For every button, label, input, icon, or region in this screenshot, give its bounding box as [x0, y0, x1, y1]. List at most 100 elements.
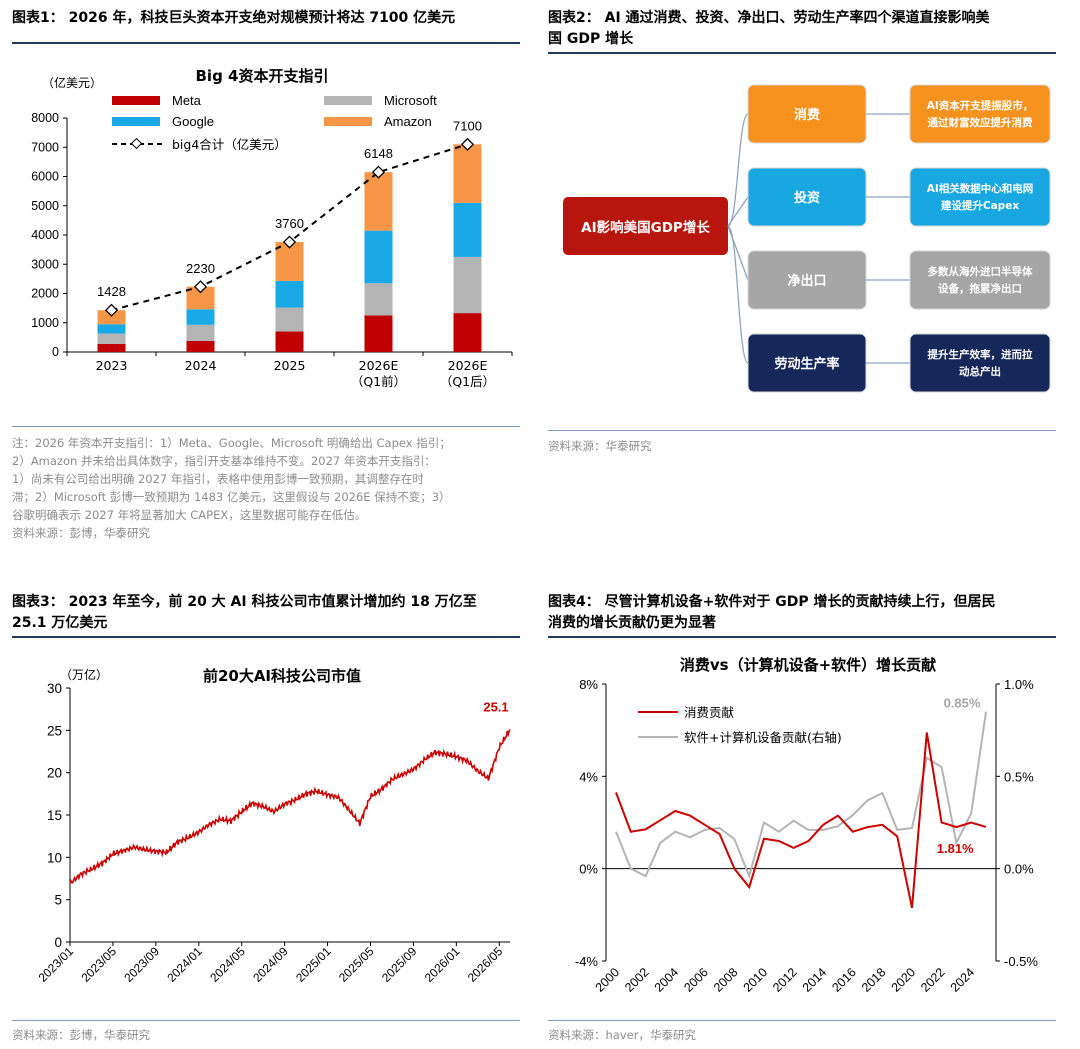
x-tick-label: 2016 — [829, 965, 859, 995]
y-left-tick-label: -4% — [575, 954, 599, 969]
fig2-heading-rule — [548, 52, 1056, 54]
legend-swatch-amazon — [324, 117, 372, 126]
total-marker — [460, 137, 475, 151]
chart-title: 消费vs（计算机设备+软件）增长贡献 — [680, 656, 936, 674]
x-tick-label: （Q1后） — [440, 374, 495, 389]
channel-node-label: 消费 — [794, 107, 820, 123]
channel-desc-text: AI资本开支提振股市， — [927, 99, 1034, 112]
fig2-bottom-rule — [548, 430, 1056, 431]
x-tick-label: 2026E — [359, 358, 399, 373]
fig4-heading-line1: 图表4： 尽管计算机设备+软件对于 GDP 增长的贡献持续上行，但居民 — [548, 594, 996, 610]
fig2-heading-line2: 国 GDP 增长 — [548, 31, 634, 47]
end-value-label: 25.1 — [483, 699, 508, 714]
x-tick-label: 2012 — [770, 965, 800, 995]
y-tick-label: 0 — [52, 345, 59, 359]
end-value-label-consumption: 1.81% — [937, 841, 974, 856]
x-tick-label: 2014 — [800, 965, 830, 995]
capex-bar-chart: Big 4资本开支指引 （亿美元） 0 1000 2000 3000 4000 5000 600… — [31, 67, 513, 389]
end-value-label-software: 0.85% — [944, 696, 981, 711]
fig1-source: 资料来源：彭博，华泰研究 — [12, 526, 150, 540]
y-tick-label: 1000 — [31, 316, 59, 330]
bar-segment-amazon — [453, 144, 482, 203]
y-axis-label: （亿美元） — [42, 75, 102, 90]
x-tick-label: 2023/01 — [36, 944, 77, 985]
x-tick-label: 2025/05 — [336, 944, 377, 985]
fig4-bottom-rule — [548, 1020, 1056, 1021]
series-line-market-cap — [69, 729, 511, 884]
bar-segment-amazon — [97, 310, 126, 325]
legend-label-google: Google — [172, 114, 214, 129]
chart-title: 前20大AI科技公司市值 — [203, 667, 361, 685]
fig2-heading-line1: 图表2： AI 通过消费、投资、净出口、劳动生产率四个渠道直接影响美 — [548, 10, 990, 26]
channel-node-label: 净出口 — [787, 273, 826, 289]
legend-label-software: 软件+计算机设备贡献(右轴) — [684, 730, 842, 745]
series-line-consumption — [615, 732, 987, 909]
channel-desc-text: 动总产出 — [959, 365, 1001, 378]
channel-desc-node — [909, 167, 1051, 227]
channel-desc-node — [909, 333, 1051, 393]
legend-swatch-microsoft — [324, 96, 372, 105]
total-data-label: 2230 — [186, 261, 215, 276]
y-right-tick-label: 0.0% — [1004, 862, 1034, 877]
channel-desc-text: 多数从海外进口半导体 — [928, 265, 1033, 278]
fig1-note: 注：2026 年资本开支指引：1）Meta、Google、Microsoft 明… — [12, 434, 522, 542]
y-right-tick-label: 1.0% — [1004, 677, 1034, 692]
fig1-heading: 图表1： 2026 年，科技巨头资本开支绝对规模预计将达 7100 亿美元 — [12, 10, 456, 26]
bar-segment-meta — [186, 340, 215, 352]
bar-segment-amazon — [364, 172, 393, 231]
y-tick-label: 30 — [47, 681, 62, 696]
x-tick-label: 2025 — [274, 358, 306, 373]
bar-segment-amazon — [186, 286, 215, 310]
y-tick-label: 2000 — [31, 287, 59, 301]
connector-line — [727, 225, 749, 281]
y-tick-label: 7000 — [31, 140, 59, 154]
x-tick-label: 2022 — [918, 965, 948, 995]
x-tick-label: 2026/05 — [465, 944, 506, 985]
total-marker — [282, 235, 297, 249]
bar-segment-google — [97, 324, 126, 334]
bar-segment-microsoft — [453, 256, 482, 314]
y-tick-label: 6000 — [31, 170, 59, 184]
total-data-label: 1428 — [97, 284, 126, 299]
channel-desc-text: AI相关数据中心和电网 — [927, 182, 1034, 195]
y-left-tick-label: 8% — [579, 677, 598, 692]
bar-segment-meta — [97, 343, 126, 352]
total-marker — [371, 165, 386, 179]
y-tick-label: 5000 — [31, 199, 59, 213]
connector-line — [727, 196, 749, 227]
x-tick-label: 2024/01 — [164, 944, 205, 985]
x-tick-label: 2025/09 — [379, 944, 420, 985]
y-right-tick-label: -0.5% — [1004, 954, 1038, 969]
x-tick-label: 2010 — [741, 965, 771, 995]
y-left-tick-label: 0% — [579, 862, 598, 877]
fig2-heading: 图表2： AI 通过消费、投资、净出口、劳动生产率四个渠道直接影响美 国 GDP… — [548, 8, 1068, 50]
fig1-note-line: 滞；2）Microsoft 彭博一致预期为 1483 亿美元，这里假设与 202… — [12, 490, 451, 504]
fig4-heading: 图表4： 尽管计算机设备+软件对于 GDP 增长的贡献持续上行，但居民 消费的增… — [548, 592, 1068, 634]
x-tick-label: 2026/01 — [422, 944, 463, 985]
x-tick-label: 2002 — [622, 965, 652, 995]
total-data-label: 7100 — [453, 118, 482, 133]
y-left-tick-label: 4% — [579, 769, 598, 784]
x-tick-label: 2024/05 — [207, 944, 248, 985]
x-tick-label: 2024 — [948, 965, 978, 995]
x-tick-label: 2023 — [96, 358, 128, 373]
legend-label-total: big4合计（亿美元） — [172, 137, 287, 152]
x-tick-label: 2000 — [593, 965, 623, 995]
channel-desc-text: 设备，拖累净出口 — [938, 282, 1022, 295]
bar-segment-google — [186, 309, 215, 325]
fig3-source: 资料来源：彭博，华泰研究 — [12, 1028, 150, 1042]
gdp-contribution-dual-axis-chart: 消费vs（计算机设备+软件）增长贡献 -4% 0% 4% 8% -0.5% 0.0% 0.5%… — [575, 656, 1039, 995]
legend-label-microsoft: Microsoft — [384, 93, 437, 108]
fig1-note-line: 注：2026 年资本开支指引：1）Meta、Google、Microsoft 明… — [12, 436, 451, 450]
bar-segment-meta — [275, 331, 304, 352]
x-tick-label: 2020 — [889, 965, 919, 995]
y-axis-label: （万亿） — [60, 667, 108, 682]
fig1-note-line: 谷歌明确表示 2027 年将显著加大 CAPEX，这里数据可能存在低估。 — [12, 508, 367, 522]
legend-label-meta: Meta — [172, 93, 202, 108]
x-tick-label: （Q1前） — [351, 374, 406, 389]
x-tick-label: 2006 — [681, 965, 711, 995]
y-tick-label: 15 — [47, 808, 62, 823]
y-tick-label: 20 — [47, 766, 62, 781]
